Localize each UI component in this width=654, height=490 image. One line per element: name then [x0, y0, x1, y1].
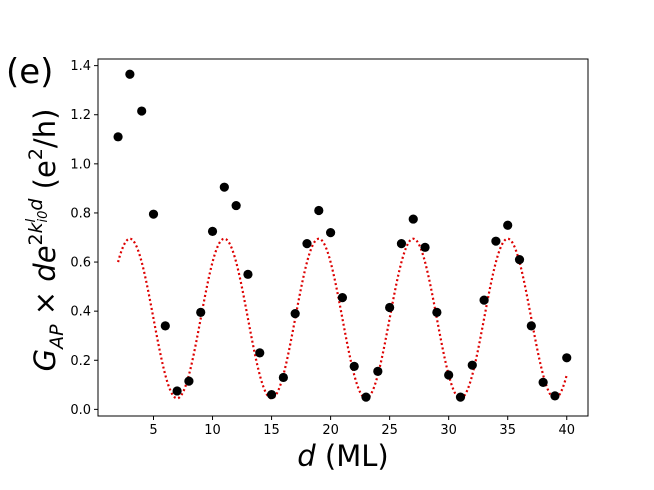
data-point [172, 386, 182, 396]
x-tick-label: 30 [440, 423, 457, 438]
panel-label: (e) [6, 52, 54, 92]
data-point [408, 214, 418, 224]
data-point [290, 309, 300, 319]
y-tick-label: 0.2 [70, 354, 91, 369]
data-point [326, 227, 336, 238]
x-tick-label: 15 [263, 423, 280, 438]
data-point [160, 321, 170, 331]
x-axis-ticks: 5 10 15 20 25 30 35 40 [149, 416, 575, 438]
fit-curve [117, 237, 568, 400]
y-tick-label: 0.8 [70, 206, 91, 221]
data-point [361, 392, 371, 402]
y-axis-label: GAP × de2kIi0d (e2/h) [24, 109, 68, 372]
data-point [137, 106, 147, 116]
x-tick-label: 5 [149, 423, 157, 438]
data-point [207, 226, 218, 236]
data-point [444, 370, 454, 380]
data-point [396, 239, 407, 249]
data-point [550, 391, 560, 401]
data-point [302, 239, 312, 249]
data-point [467, 360, 477, 370]
fit-curve-layer [117, 237, 568, 400]
data-point [373, 366, 383, 376]
data-point [243, 269, 253, 279]
data-point [432, 307, 442, 317]
data-point [538, 377, 548, 387]
data-point [503, 220, 513, 230]
data-point [184, 376, 194, 386]
x-tick-label: 35 [499, 423, 516, 438]
data-points-layer [113, 69, 572, 402]
data-point [219, 182, 229, 192]
y-tick-label: 1.4 [70, 59, 91, 74]
data-point [113, 132, 123, 142]
y-tick-label: 0.0 [70, 403, 91, 418]
data-point [385, 302, 395, 313]
y-tick-label: 0.4 [70, 305, 91, 320]
x-tick-label: 20 [322, 423, 339, 438]
data-point [148, 209, 159, 219]
y-tick-label: 1.0 [70, 157, 91, 172]
y-tick-label: 1.2 [70, 108, 91, 123]
data-point [314, 205, 324, 216]
data-point [491, 236, 501, 246]
data-point [196, 307, 206, 317]
y-axis-ticks: 0.0 0.2 0.4 0.6 0.8 1.0 1.2 1.4 [70, 59, 98, 418]
data-point [337, 293, 348, 303]
data-point [526, 321, 536, 331]
data-point [420, 242, 430, 252]
x-tick-label: 10 [204, 423, 221, 438]
data-point [349, 361, 359, 372]
axes-frame [97, 58, 589, 417]
data-point [266, 390, 277, 400]
data-point [562, 353, 572, 363]
data-point [231, 200, 241, 211]
data-point [278, 372, 288, 383]
data-point [255, 348, 265, 358]
data-point [455, 392, 466, 402]
data-point [514, 254, 525, 265]
data-point [479, 295, 489, 305]
x-axis-label: d (ML) [297, 439, 388, 473]
x-tick-label: 40 [558, 423, 575, 438]
y-tick-label: 0.6 [70, 256, 91, 271]
x-tick-label: 25 [381, 423, 398, 438]
data-point [125, 69, 135, 79]
